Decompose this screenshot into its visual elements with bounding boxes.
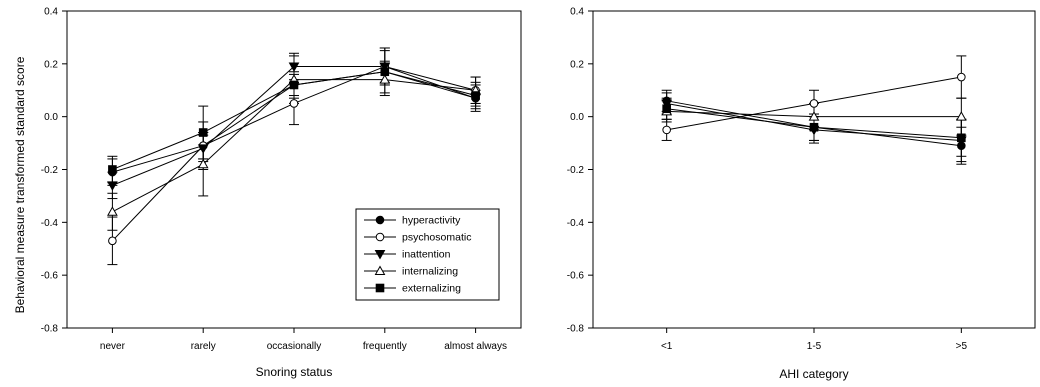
data-point-inattention bbox=[107, 181, 118, 191]
data-point-inattention bbox=[197, 144, 209, 154]
legend-marker-psychosomatic bbox=[375, 232, 385, 242]
y-tick-label: -0.6 bbox=[41, 271, 59, 282]
y-tick-label: -0.2 bbox=[41, 165, 59, 176]
y-tick-label: 0.0 bbox=[570, 112, 584, 123]
y-tick-label: -0.4 bbox=[41, 218, 59, 229]
y-tick-label: 0.4 bbox=[570, 7, 584, 18]
y-tick-label: 0.2 bbox=[44, 59, 58, 70]
data-point-externalizing bbox=[662, 104, 671, 114]
data-point-psychosomatic bbox=[809, 99, 819, 108]
data-point-psychosomatic bbox=[662, 125, 671, 135]
data-point-externalizing bbox=[809, 122, 819, 132]
x-tick-label: >5 bbox=[956, 341, 968, 352]
data-point-externalizing bbox=[957, 133, 966, 143]
data-point-externalizing bbox=[198, 128, 208, 137]
data-point-internalizing bbox=[955, 111, 967, 121]
legend-marker-internalizing bbox=[374, 265, 386, 275]
data-point-inattention bbox=[661, 99, 673, 109]
data-point-externalizing bbox=[108, 165, 117, 174]
legend-marker-externalizing bbox=[375, 283, 385, 293]
x-tick-label: rarely bbox=[191, 341, 216, 352]
x-tick-label: <1 bbox=[661, 341, 673, 352]
data-point-psychosomatic bbox=[289, 99, 299, 108]
data-point-internalizing bbox=[379, 74, 391, 84]
legend: hyperactivity psychosomatic inattention int… bbox=[355, 208, 500, 301]
data-point-internalizing bbox=[808, 111, 820, 121]
y-tick-label: 0.0 bbox=[44, 112, 58, 123]
legend-marker-hyperactivity bbox=[375, 215, 385, 225]
legend-label-externalizing: externalizing bbox=[402, 283, 461, 295]
data-point-inattention bbox=[288, 62, 300, 72]
y-tick-label: 0.4 bbox=[44, 7, 58, 18]
y-axis-title-left: Behavioral measure transformed standard … bbox=[13, 56, 27, 313]
x-axis-title: AHI category bbox=[779, 367, 848, 381]
data-point-externalizing bbox=[289, 80, 299, 90]
data-point-internalizing bbox=[107, 206, 118, 216]
x-tick-label: almost always bbox=[444, 341, 507, 352]
legend-label-inattention: inattention bbox=[402, 249, 451, 261]
legend-marker-inattention bbox=[374, 250, 386, 260]
y-tick-label: -0.4 bbox=[567, 218, 585, 229]
data-point-psychosomatic bbox=[108, 236, 117, 246]
data-point-inattention bbox=[379, 62, 391, 72]
legend-label-internalizing: internalizing bbox=[402, 266, 458, 278]
y-tick-label: 0.2 bbox=[570, 59, 584, 70]
data-point-externalizing bbox=[471, 91, 480, 100]
plot-frame bbox=[592, 10, 1036, 329]
x-tick-label: occasionally bbox=[267, 341, 321, 352]
chart-panel-ahi-category: -0.8 -0.6 -0.4 -0.2 0.0 0.2 0.4 <1 1-5 >5 AHI cate… bbox=[567, 7, 1036, 381]
y-tick-label: -0.8 bbox=[41, 324, 59, 335]
data-point-psychosomatic bbox=[957, 72, 966, 82]
chart-panel-snoring-status: -0.8 -0.6 -0.4 -0.2 0.0 0.2 0.4 never rarely occa… bbox=[41, 7, 522, 379]
legend-label-psychosomatic: psychosomatic bbox=[402, 232, 471, 244]
x-axis-title: Snoring status bbox=[256, 365, 333, 379]
data-point-externalizing bbox=[380, 67, 390, 77]
x-tick-label: frequently bbox=[363, 341, 407, 352]
legend-label-hyperactivity: hyperactivity bbox=[402, 215, 461, 227]
x-tick-label: never bbox=[100, 341, 126, 352]
y-tick-label: -0.6 bbox=[567, 271, 585, 282]
x-tick-label: 1-5 bbox=[807, 341, 822, 352]
data-point-internalizing bbox=[197, 158, 209, 169]
y-tick-label: -0.8 bbox=[567, 324, 585, 335]
y-tick-label: -0.2 bbox=[567, 165, 585, 176]
